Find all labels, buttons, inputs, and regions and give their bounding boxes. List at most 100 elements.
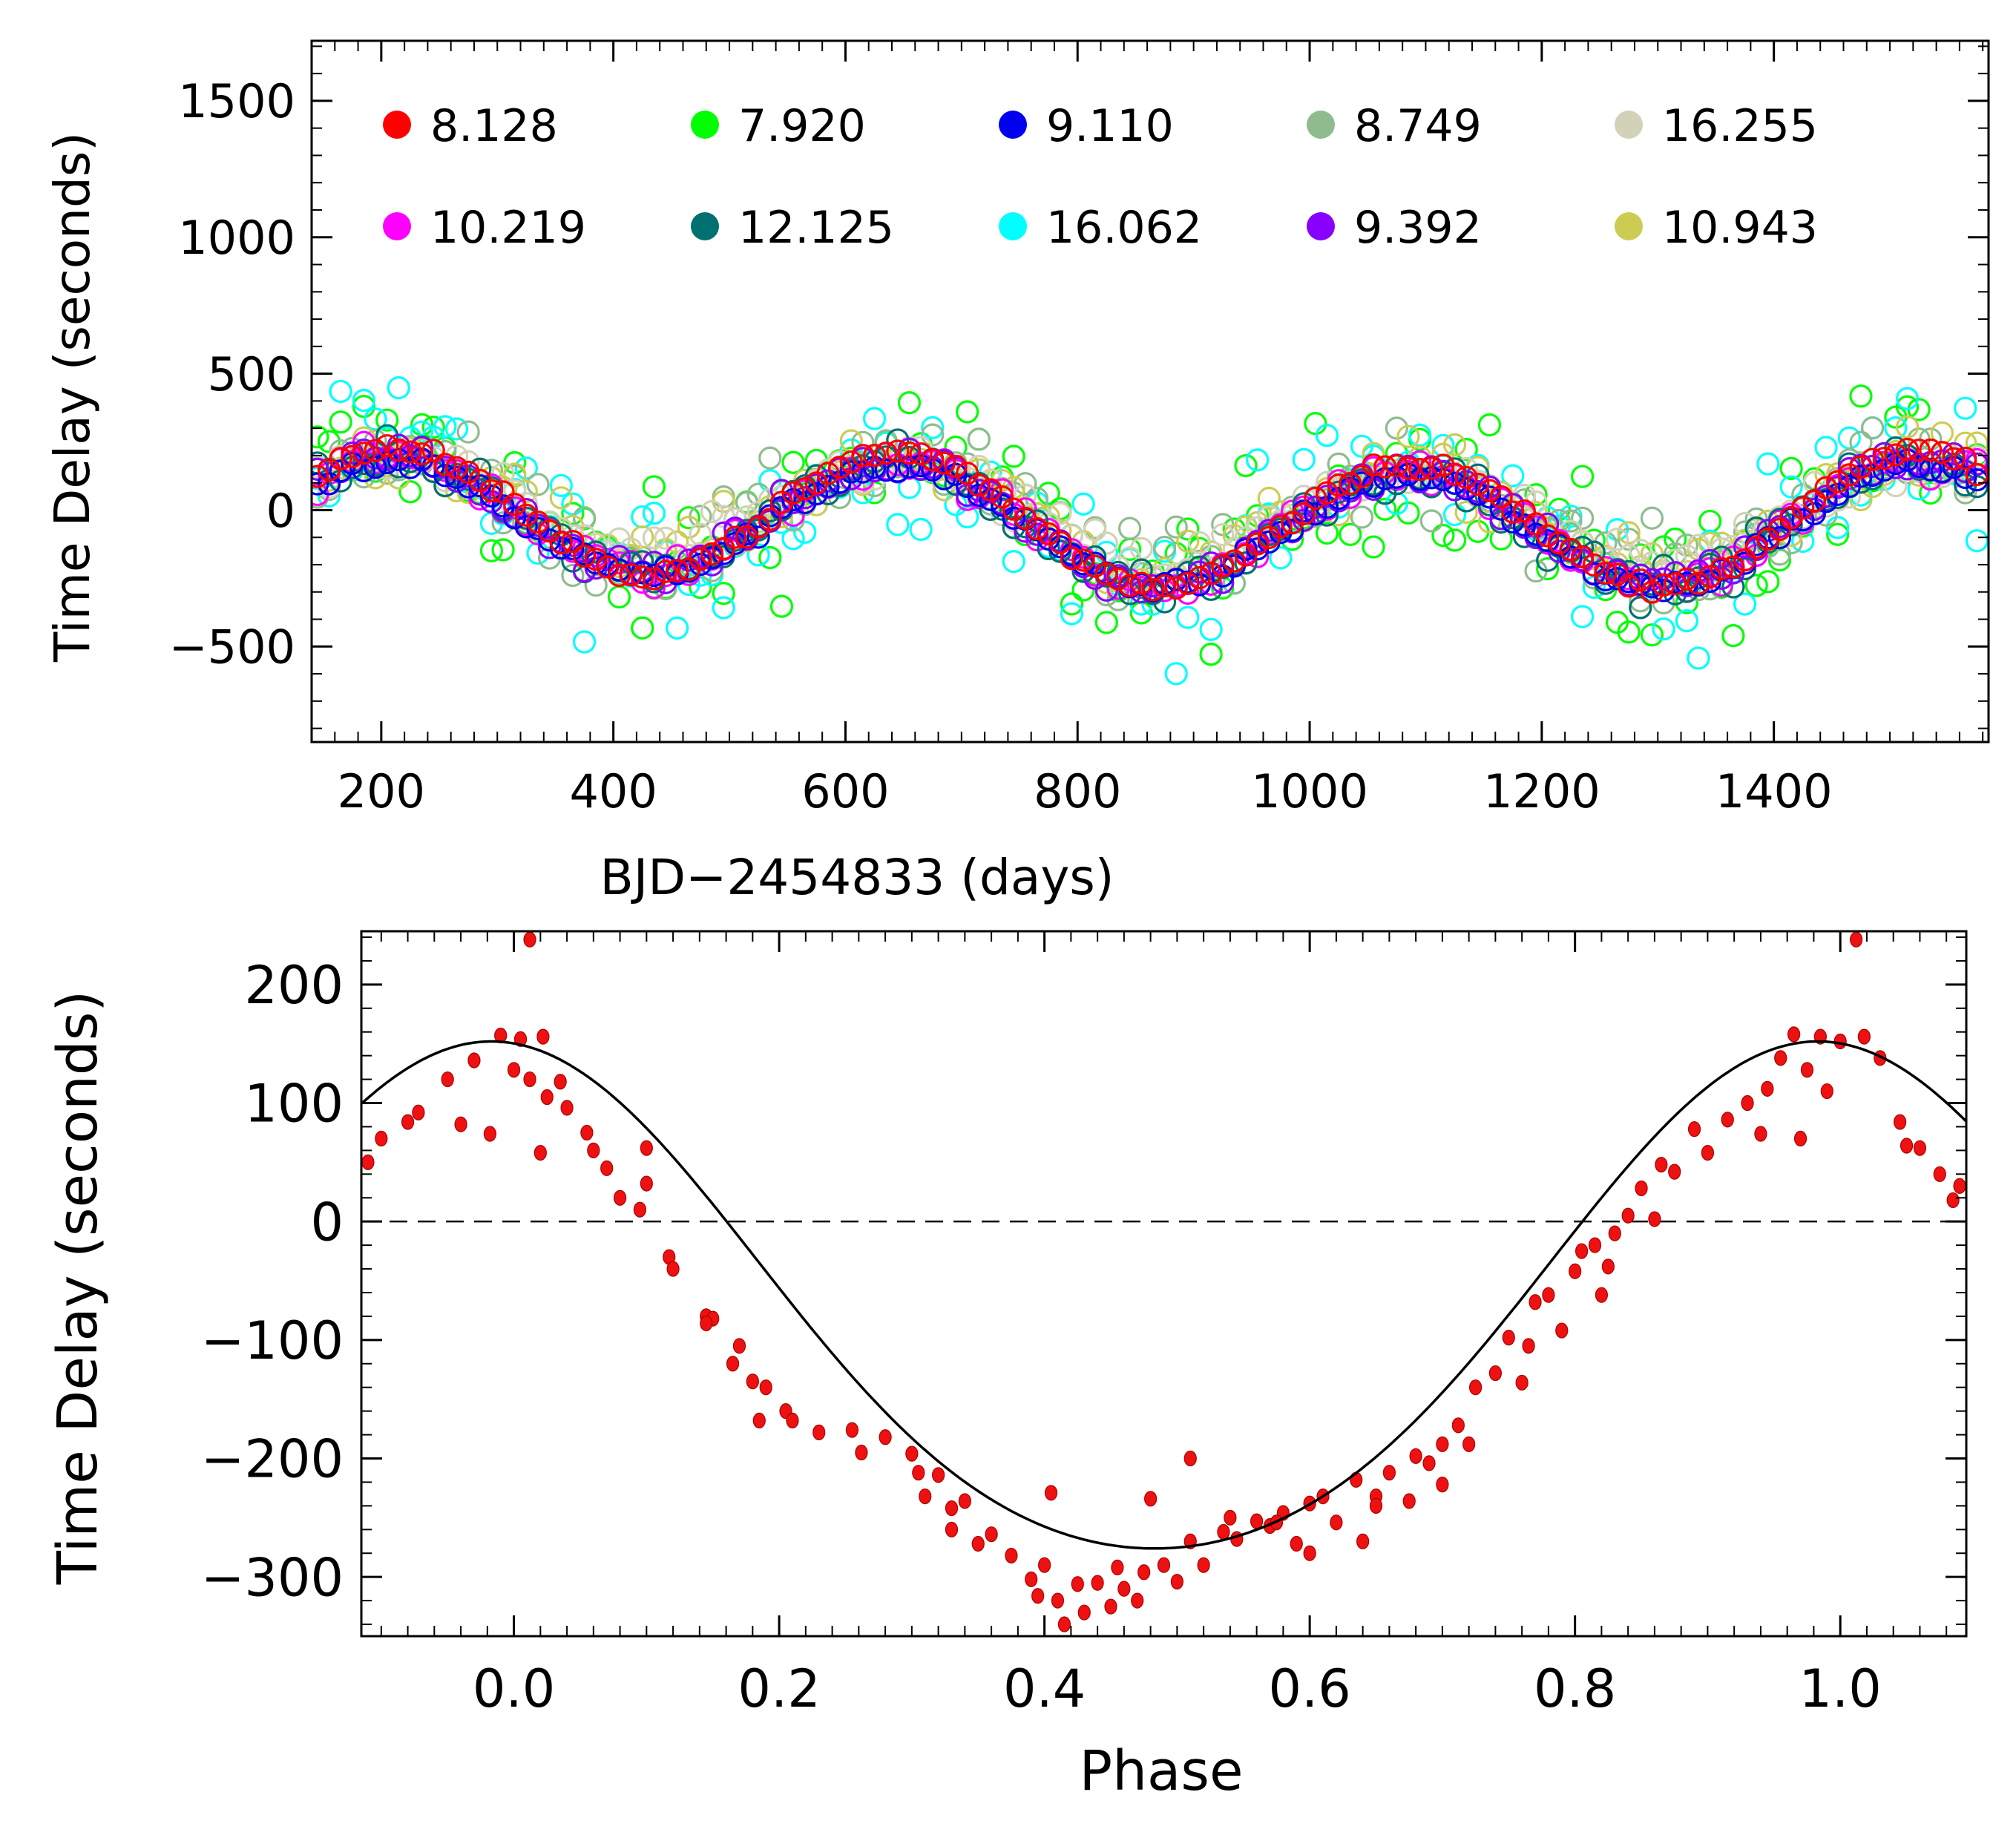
top-data-point [1060,546,1084,571]
top-data-point [538,528,562,552]
bottom-data-point [640,1175,653,1192]
top-data-point [1675,580,1698,603]
top-data-point [561,492,585,516]
top-data-point [1350,478,1374,502]
top-data-point [897,391,922,415]
legend-marker [1615,111,1643,139]
bottom-data-point [1913,1140,1927,1156]
bottom-data-point [1601,1258,1615,1275]
bottom-data-point [483,1126,496,1142]
top-data-point [666,559,689,582]
top-data-point [421,416,445,439]
y-tick-label: 1000 [178,211,295,265]
bottom-data-point [1701,1144,1715,1161]
top-data-point [1837,457,1861,481]
bottom-data-point [1588,1237,1602,1253]
top-data-point [1071,492,1095,516]
top-data-point [1826,476,1850,499]
top-data-point [1466,472,1490,496]
top-data-point [1837,426,1861,450]
top-data-point [549,536,573,560]
top-data-point [862,407,887,430]
top-data-point [526,522,550,546]
top-data-point [1396,463,1420,487]
top-data-point [1477,479,1502,502]
top-data-point [1292,447,1316,472]
top-data-point [1826,482,1850,506]
bottom-data-point [401,1114,415,1130]
top-data-point [1431,453,1455,477]
top-data-point [758,446,782,470]
top-data-point [631,525,654,549]
top-data-point [1605,562,1629,586]
legend-marker [1307,111,1335,139]
top-data-point [1164,515,1188,539]
top-data-point [364,446,387,470]
top-data-point [1629,568,1652,592]
top-data-point [1257,519,1281,542]
top-data-point [746,515,770,539]
top-data-point [1779,531,1803,555]
top-data-point [1547,531,1571,555]
top-data-point [1872,447,1896,470]
top-data-point [456,460,480,484]
bottom-y-axis-label: Time Delay (seconds) [46,991,110,1586]
top-data-point [862,456,887,479]
plot-frame [310,39,1990,744]
top-data-point [1060,602,1084,626]
top-data-point [1814,476,1838,499]
top-data-point [1884,473,1908,498]
top-data-point [1687,566,1710,590]
top-data-point [1907,454,1931,479]
top-data-point [1199,643,1223,666]
bottom-data-point [375,1130,388,1147]
bottom-data-point [971,1535,985,1552]
top-data-point [1071,548,1095,572]
top-data-point [631,505,654,529]
x-tick-label: 200 [338,764,425,818]
bottom-data-point [1635,1180,1648,1197]
top-data-point [433,439,457,464]
top-data-point [712,596,735,620]
top-data-point [666,616,689,640]
top-data-point [1652,567,1675,591]
top-data-point [1327,480,1350,504]
top-data-point [1826,470,1850,493]
top-data-point [1524,483,1548,507]
bottom-data-point [1820,1083,1833,1100]
top-data-point [1442,462,1467,486]
top-data-point [839,450,863,474]
top-data-point [1767,526,1792,550]
top-data-point [1617,544,1641,568]
top-data-point [967,473,991,497]
top-data-point [387,376,410,400]
top-data-point [1779,475,1803,499]
legend-marker [999,111,1027,139]
top-data-point [1489,485,1513,509]
top-data-point [1477,485,1502,509]
top-data-point [631,550,654,574]
bottom-data-point [1303,1545,1316,1561]
top-data-point [1222,549,1246,573]
bottom-data-point [1529,1294,1542,1310]
top-data-point [1710,557,1733,581]
top-data-point [1362,453,1385,477]
top-data-point [433,415,457,439]
bottom-data-point [1290,1535,1303,1552]
bottom-data-point [1687,1121,1701,1138]
bottom-data-point [945,1521,959,1537]
top-data-point [654,526,677,550]
top-data-point [1744,574,1768,597]
top-data-point [387,447,410,472]
top-data-point [1350,471,1374,495]
top-data-point [1814,503,1838,527]
bottom-data-point [1051,1592,1065,1609]
top-data-point [468,482,492,506]
top-data-point [1037,522,1060,546]
top-data-point [1652,535,1675,559]
x-tick-label: 600 [801,764,889,818]
bottom-data-point [1250,1513,1264,1529]
bottom-data-point [932,1467,945,1483]
bottom-data-point [412,1104,425,1120]
legend-marker [1615,212,1643,240]
